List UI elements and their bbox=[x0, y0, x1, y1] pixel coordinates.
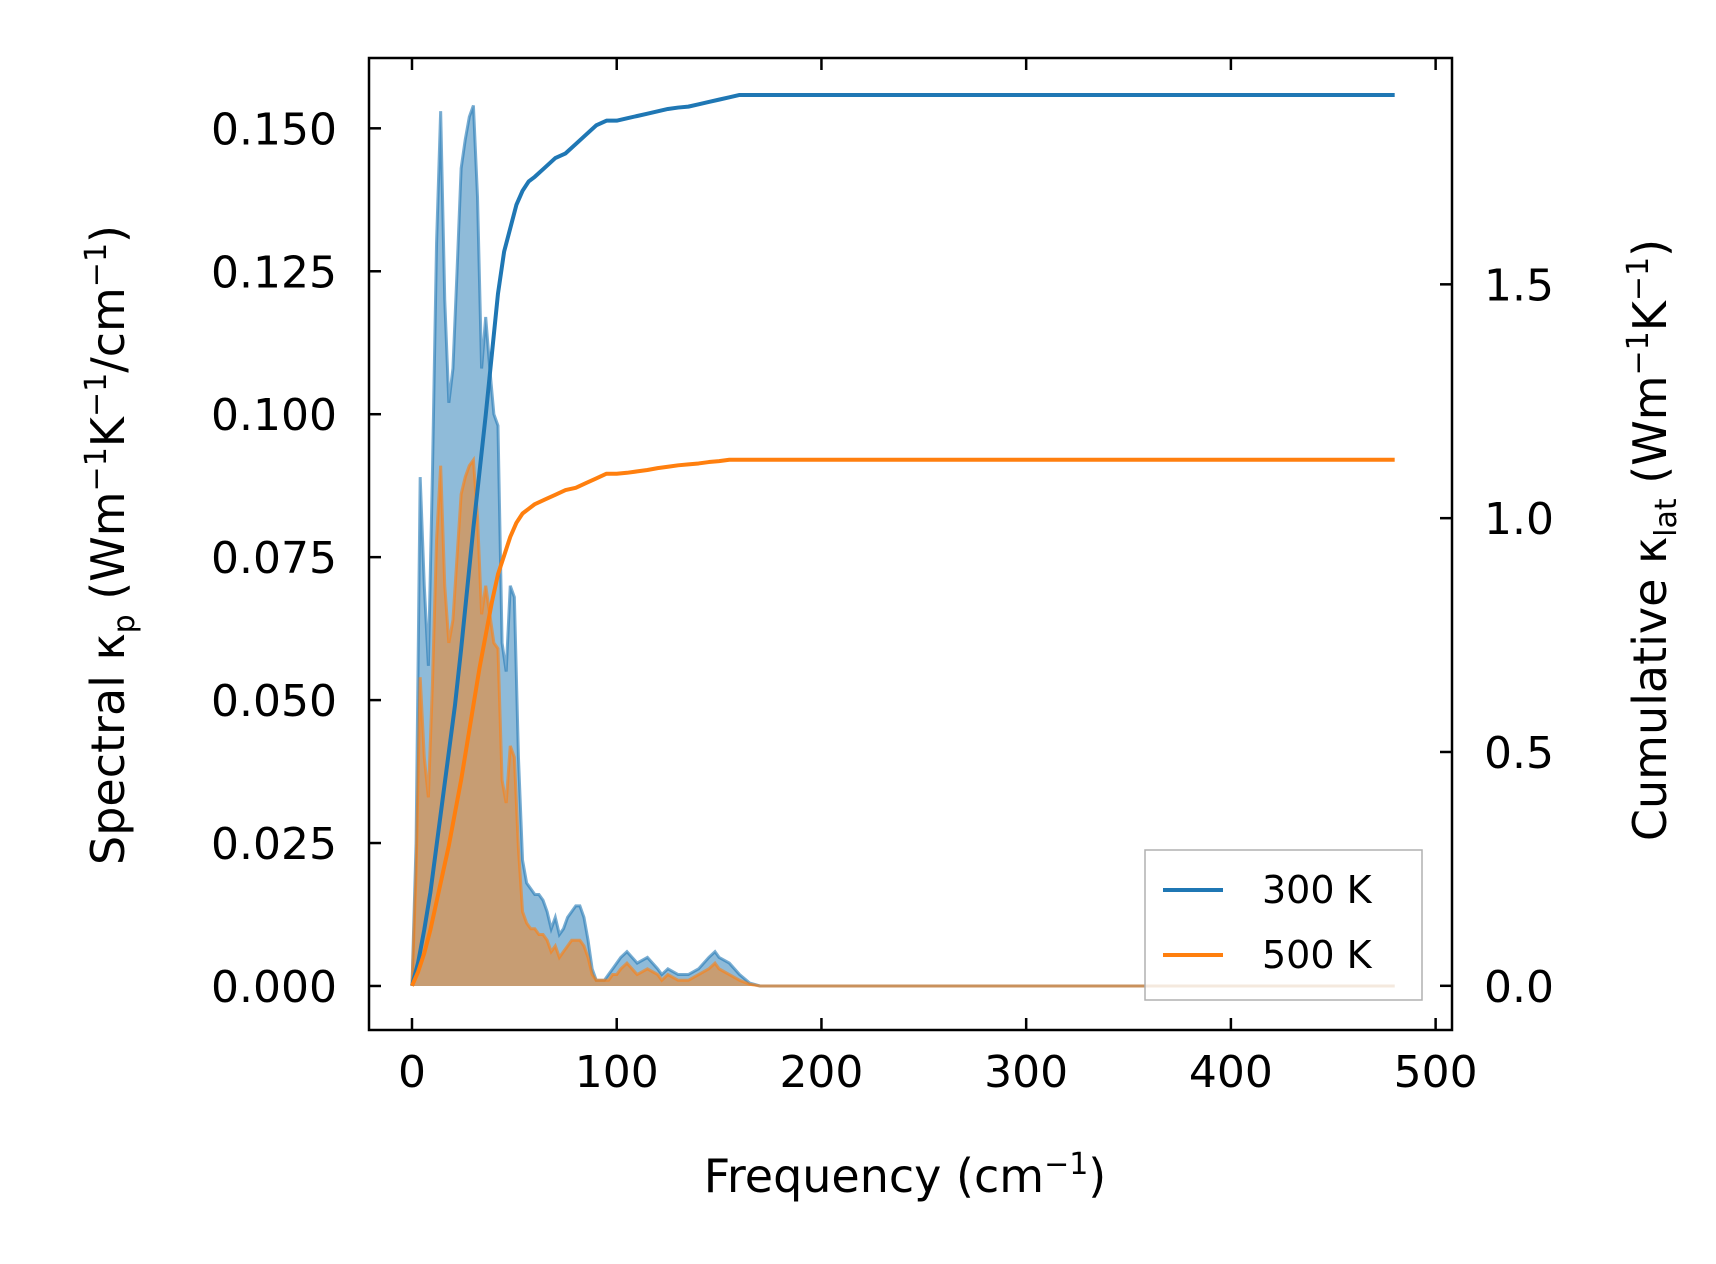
chart: 0 100 200 300 400 500 0.000 0.025 0.050 0.075 0.1… bbox=[0, 0, 1716, 1264]
y-left-tick-label: 0.075 bbox=[211, 533, 337, 584]
x-tick-label: 500 bbox=[1394, 1047, 1478, 1098]
y-left-tick-label: 0.100 bbox=[211, 390, 337, 441]
x-tick-label: 200 bbox=[779, 1047, 863, 1098]
y-right-tick-label: 0.5 bbox=[1484, 728, 1554, 779]
x-tick-label: 0 bbox=[398, 1047, 426, 1098]
x-tick-label: 100 bbox=[575, 1047, 659, 1098]
legend-label-300k: 300 K bbox=[1262, 868, 1373, 912]
y-left-tick-label: 0.025 bbox=[211, 819, 337, 870]
y-left-tick-label: 0.050 bbox=[211, 676, 337, 727]
legend: 300 K 500 K bbox=[1145, 850, 1422, 1000]
x-axis-title: Frequency (cm−1) bbox=[704, 1147, 1107, 1203]
y-right-tick-label: 0.0 bbox=[1484, 962, 1554, 1013]
y-axis-left: 0.000 0.025 0.050 0.075 0.100 0.125 0.150 bbox=[211, 104, 381, 1013]
y-right-tick-label: 1.5 bbox=[1484, 260, 1554, 311]
y-left-tick-label: 0.125 bbox=[211, 247, 337, 298]
y-left-tick-label: 0.150 bbox=[211, 104, 337, 155]
y-axis-right-title: Cumulative κlat (Wm−1K−1) bbox=[1621, 239, 1684, 841]
y-right-tick-label: 1.0 bbox=[1484, 494, 1554, 545]
y-axis-left-title: Spectral κp (Wm−1K−1/cm−1) bbox=[79, 225, 142, 865]
y-left-tick-label: 0.000 bbox=[211, 962, 337, 1013]
x-tick-label: 300 bbox=[984, 1047, 1068, 1098]
legend-label-500k: 500 K bbox=[1262, 933, 1373, 977]
y-axis-right: 0.0 0.5 1.0 1.5 bbox=[1440, 260, 1554, 1012]
x-tick-label: 400 bbox=[1189, 1047, 1273, 1098]
